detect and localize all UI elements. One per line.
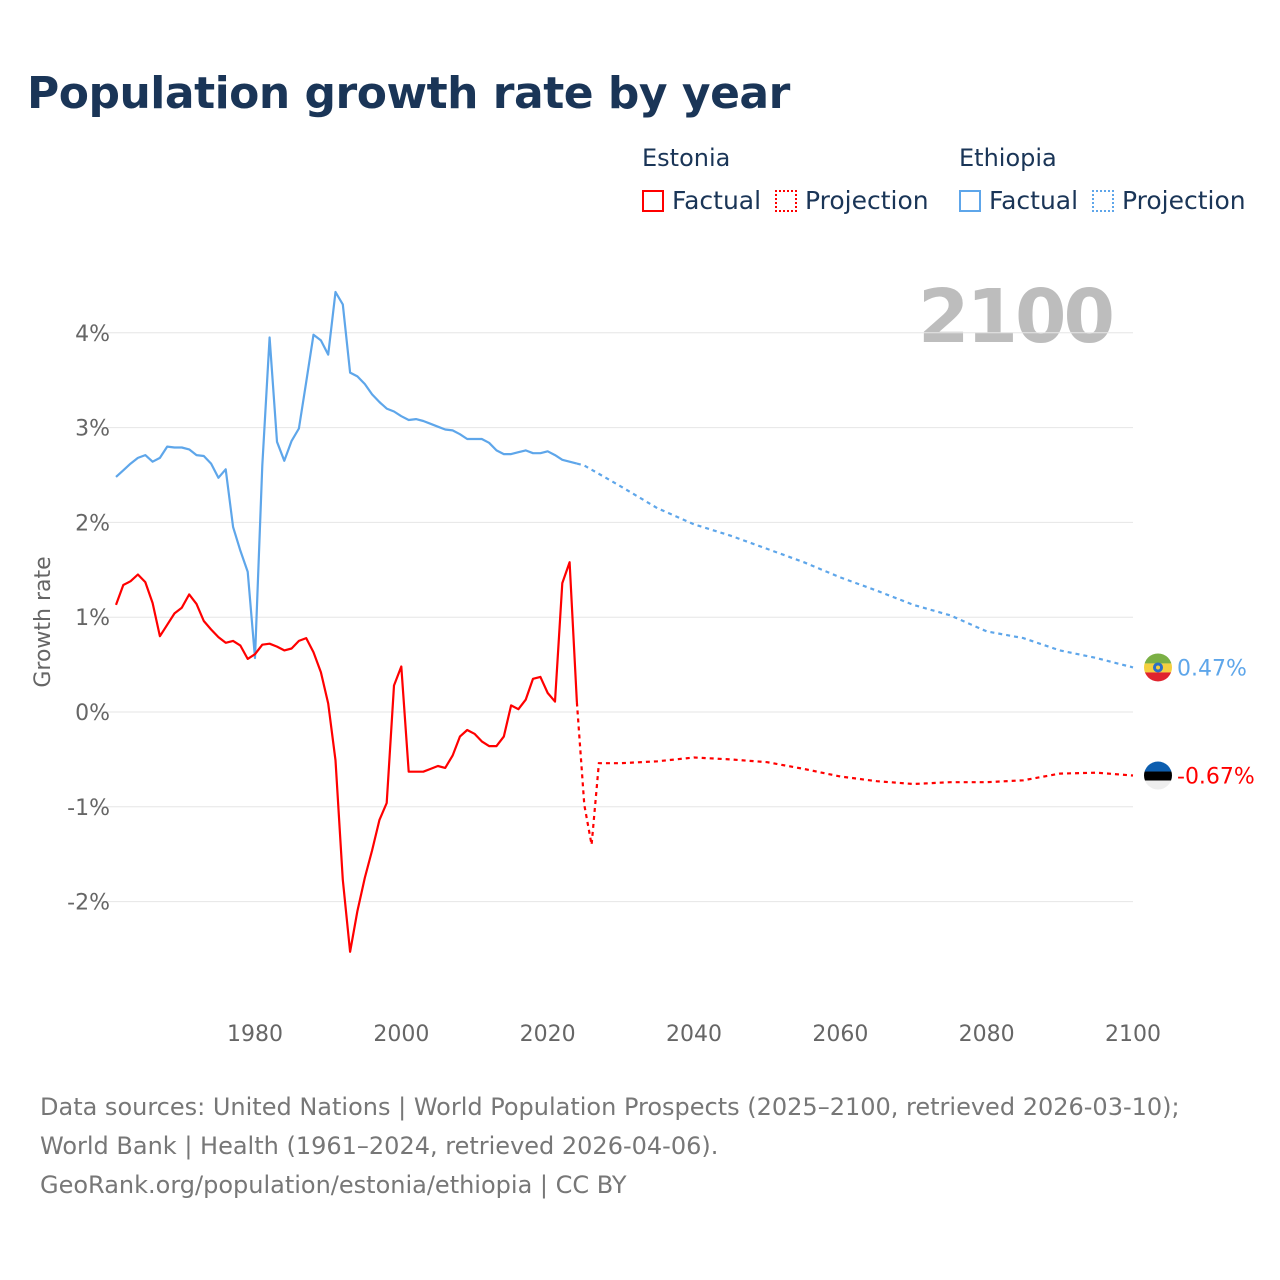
swatch-solid-icon xyxy=(642,189,664,212)
y-tick-label: -2% xyxy=(67,891,110,916)
swatch-dotted-icon xyxy=(1092,189,1114,212)
legend-group-ethiopia: Ethiopia xyxy=(959,144,1057,172)
x-tick-label: 2040 xyxy=(666,1022,722,1047)
legend-ethiopia-projection[interactable]: Projection xyxy=(1092,186,1246,215)
y-tick-label: 2% xyxy=(75,511,110,536)
y-axis-label: Growth rate xyxy=(31,556,56,687)
footer: Data sources: United Nations | World Pop… xyxy=(40,1088,1240,1205)
x-tick-label: 1980 xyxy=(227,1022,283,1047)
legend-label: Factual xyxy=(672,186,762,215)
y-tick-label: -1% xyxy=(67,796,110,821)
estonia-projection-line xyxy=(575,702,1134,845)
swatch-dotted-icon xyxy=(775,189,797,212)
chart-title: Population growth rate by year xyxy=(27,68,790,119)
y-tick-label: 1% xyxy=(75,606,110,631)
ethiopia-flag-icon xyxy=(1144,653,1172,682)
legend-label: Projection xyxy=(1122,186,1246,215)
legend-estonia-projection[interactable]: Projection xyxy=(775,186,929,215)
estonia-flag-icon xyxy=(1144,761,1172,790)
estonia-end-label: -0.67% xyxy=(1177,765,1255,790)
ethiopia-end-label: 0.47% xyxy=(1177,656,1247,681)
x-tick-label: 2100 xyxy=(1105,1022,1161,1047)
x-tick-label: 2020 xyxy=(520,1022,576,1047)
legend-group-estonia: Estonia xyxy=(642,144,731,172)
attribution-link[interactable]: GeoRank.org/population/estonia/ethiopia … xyxy=(40,1171,627,1199)
legend-label: Projection xyxy=(805,186,929,215)
year-watermark: 2100 xyxy=(918,274,1112,360)
y-tick-label: 3% xyxy=(75,417,110,442)
estonia-factual-line xyxy=(114,561,578,953)
ethiopia-projection-line xyxy=(576,462,1134,669)
x-tick-label: 2060 xyxy=(812,1022,868,1047)
x-tick-label: 2000 xyxy=(373,1022,429,1047)
legend-label: Factual xyxy=(989,186,1079,215)
legend-estonia-factual[interactable]: Factual xyxy=(642,186,761,215)
data-sources: Data sources: United Nations | World Pop… xyxy=(40,1093,1180,1160)
ethiopia-factual-line xyxy=(115,290,578,660)
swatch-solid-icon xyxy=(959,189,981,212)
x-tick-label: 2080 xyxy=(959,1022,1015,1047)
y-tick-label: 4% xyxy=(75,322,110,347)
y-tick-label: 0% xyxy=(75,701,110,726)
legend-ethiopia-factual[interactable]: Factual xyxy=(959,186,1078,215)
